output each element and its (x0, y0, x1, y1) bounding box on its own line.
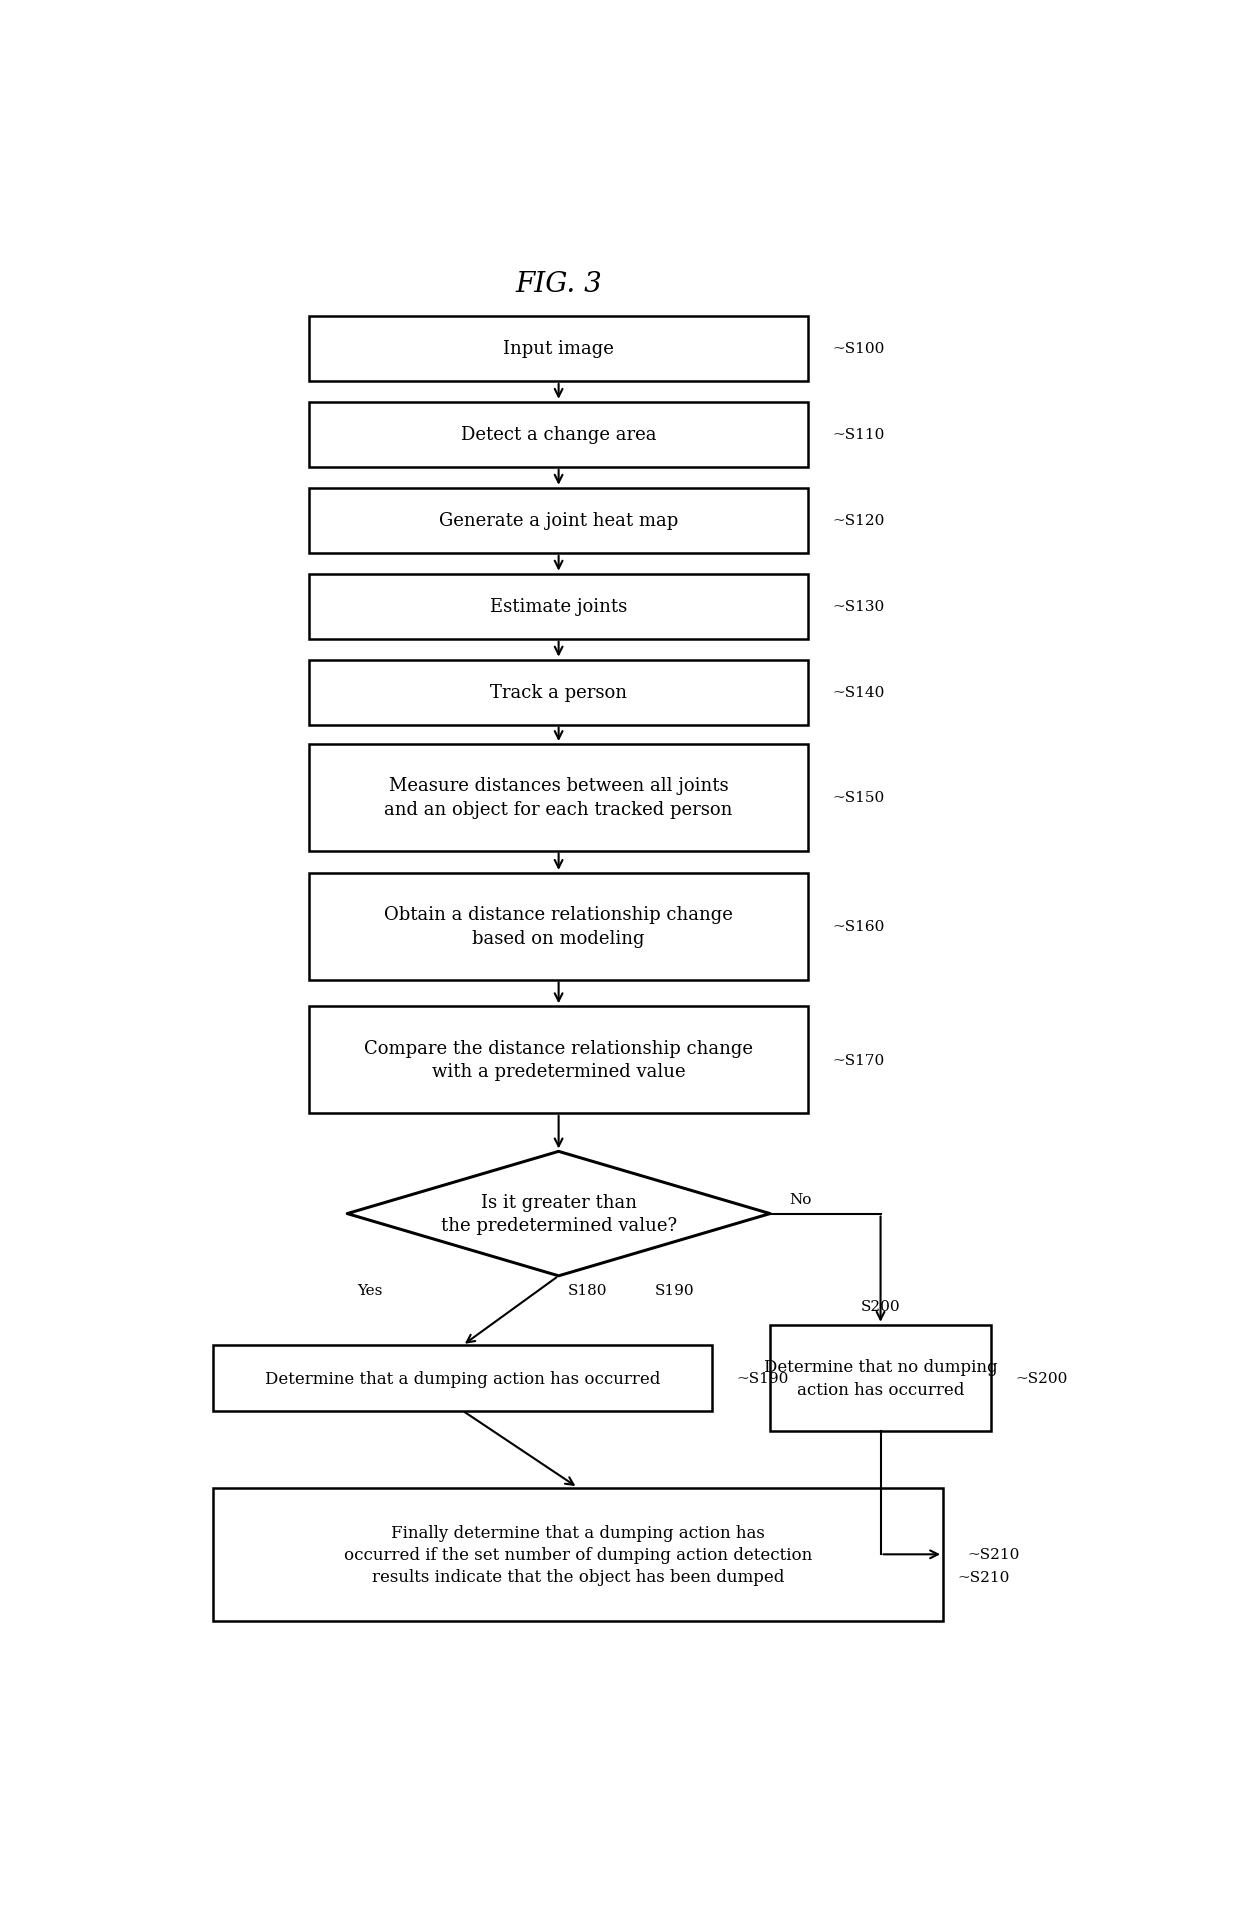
FancyBboxPatch shape (213, 1488, 944, 1621)
Text: S180: S180 (568, 1283, 608, 1298)
Text: S200: S200 (861, 1300, 900, 1313)
Text: Measure distances between all joints
and an object for each tracked person: Measure distances between all joints and… (384, 777, 733, 819)
FancyBboxPatch shape (309, 402, 808, 467)
Text: Estimate joints: Estimate joints (490, 598, 627, 615)
Text: Compare the distance relationship change
with a predetermined value: Compare the distance relationship change… (365, 1038, 753, 1081)
Text: ~S150: ~S150 (832, 790, 885, 806)
Text: ~S120: ~S120 (832, 513, 885, 529)
Text: ~S200: ~S200 (1016, 1371, 1068, 1385)
Polygon shape (347, 1152, 770, 1277)
FancyBboxPatch shape (309, 317, 808, 383)
FancyBboxPatch shape (309, 744, 808, 852)
Text: FIG. 3: FIG. 3 (516, 271, 601, 298)
Text: Finally determine that a dumping action has
occurred if the set number of dumpin: Finally determine that a dumping action … (343, 1523, 812, 1585)
Text: Determine that a dumping action has occurred: Determine that a dumping action has occu… (265, 1369, 660, 1386)
Text: No: No (789, 1192, 812, 1206)
Text: ~S140: ~S140 (832, 687, 885, 700)
FancyBboxPatch shape (309, 660, 808, 725)
Text: ~S130: ~S130 (832, 600, 885, 613)
FancyBboxPatch shape (309, 488, 808, 554)
FancyBboxPatch shape (213, 1346, 713, 1411)
Text: S190: S190 (655, 1283, 694, 1298)
FancyBboxPatch shape (309, 575, 808, 640)
Text: ~S210: ~S210 (967, 1548, 1019, 1561)
Text: Input image: Input image (503, 340, 614, 358)
Text: Determine that no dumping
action has occurred: Determine that no dumping action has occ… (764, 1360, 997, 1398)
Text: Obtain a distance relationship change
based on modeling: Obtain a distance relationship change ba… (384, 906, 733, 948)
Text: ~S110: ~S110 (832, 429, 885, 442)
Text: ~S160: ~S160 (832, 919, 885, 935)
Text: ~S170: ~S170 (832, 1054, 885, 1067)
Text: Track a person: Track a person (490, 685, 627, 702)
Text: ~S210: ~S210 (957, 1569, 1009, 1585)
Text: ~S190: ~S190 (737, 1371, 789, 1385)
Text: Yes: Yes (357, 1283, 382, 1298)
FancyBboxPatch shape (770, 1325, 991, 1431)
Text: Detect a change area: Detect a change area (461, 427, 656, 444)
Text: Generate a joint heat map: Generate a joint heat map (439, 512, 678, 531)
Text: Is it greater than
the predetermined value?: Is it greater than the predetermined val… (440, 1192, 677, 1235)
FancyBboxPatch shape (309, 873, 808, 981)
Text: ~S100: ~S100 (832, 342, 885, 356)
FancyBboxPatch shape (309, 1006, 808, 1113)
